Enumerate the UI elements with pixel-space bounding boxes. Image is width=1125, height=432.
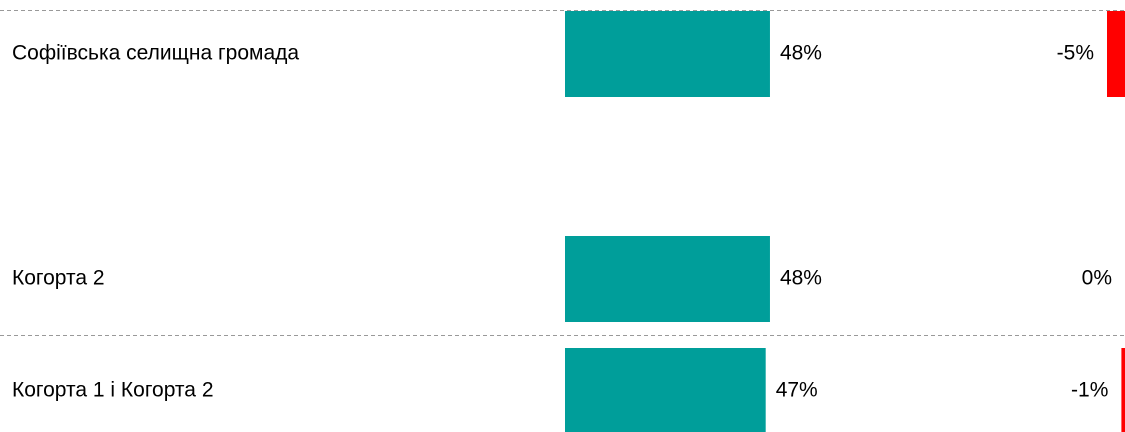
change-label: -5% xyxy=(1057,42,1094,65)
bar xyxy=(565,236,770,322)
change-bar xyxy=(1107,11,1125,97)
category-label: Когорта 1 і Когорта 2 xyxy=(12,379,214,402)
category-label: Софіївська селищна громада xyxy=(12,42,299,65)
change-label: 0% xyxy=(1082,267,1112,290)
change-label: -1% xyxy=(1071,379,1108,402)
value-label: 48% xyxy=(780,42,822,65)
bar xyxy=(565,11,770,97)
value-label: 48% xyxy=(780,267,822,290)
category-label: Когорта 2 xyxy=(12,267,105,290)
change-bar xyxy=(1121,348,1125,432)
bar xyxy=(565,348,766,432)
value-label: 47% xyxy=(776,379,818,402)
